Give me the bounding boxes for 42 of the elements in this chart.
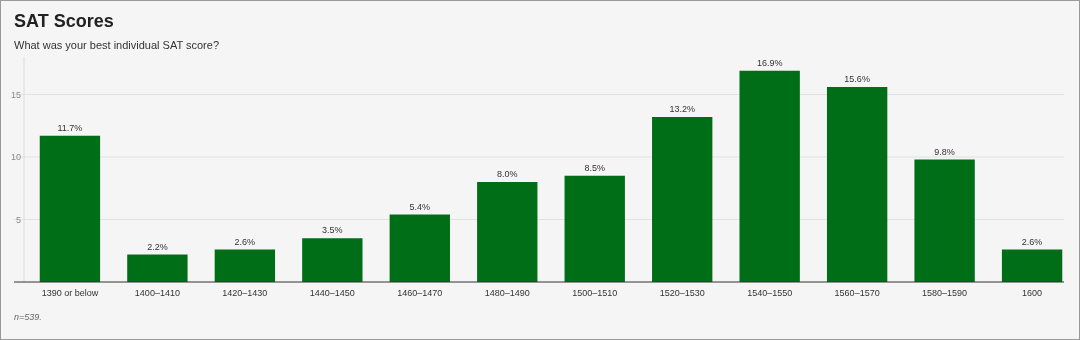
data-label: 3.5% — [322, 225, 343, 236]
data-label: 2.2% — [147, 241, 168, 252]
data-label: 8.5% — [584, 162, 605, 173]
x-tick-label: 1440–1450 — [309, 287, 355, 298]
bar — [739, 70, 800, 282]
bar — [826, 87, 888, 282]
y-tick-label: 10 — [10, 152, 21, 163]
bar — [914, 159, 975, 282]
y-tick-label: 15 — [10, 89, 21, 100]
x-tick-label: 1520–1530 — [659, 287, 705, 298]
data-label: 16.9% — [756, 57, 783, 68]
data-label: 13.2% — [669, 104, 695, 114]
x-tick-label: 1600 — [1022, 287, 1043, 298]
bar — [652, 117, 713, 282]
data-label: 15.6% — [844, 74, 870, 84]
data-label: 8.0% — [497, 169, 518, 179]
bar — [127, 254, 188, 282]
x-tick-label: 1560–1570 — [834, 287, 880, 298]
x-tick-label: 1400–1410 — [134, 287, 180, 298]
chart-subtitle: What was your best individual SAT score? — [14, 39, 220, 51]
x-tick-label: 1390 or below — [41, 287, 99, 298]
x-tick-label: 1420–1430 — [222, 287, 268, 298]
chart-title: SAT Scores — [14, 11, 114, 31]
bar — [477, 182, 538, 282]
bar — [1001, 249, 1063, 282]
bar — [39, 135, 101, 282]
x-tick-label: 1460–1470 — [397, 287, 443, 298]
x-tick-label: 1580–1590 — [922, 287, 968, 298]
x-tick-label: 1540–1550 — [747, 287, 793, 298]
data-label: 9.8% — [934, 146, 955, 157]
data-label: 11.7% — [57, 122, 83, 133]
bar — [302, 238, 363, 282]
data-label: 2.6% — [234, 236, 256, 247]
data-label: 5.4% — [409, 201, 431, 212]
bar — [214, 249, 276, 282]
y-tick-label: 5 — [15, 214, 21, 225]
x-tick-label: 1500–1510 — [572, 287, 618, 298]
bar — [564, 175, 625, 282]
data-label: 2.6% — [1021, 236, 1043, 247]
bar — [389, 214, 450, 282]
x-tick-label: 1480–1490 — [484, 287, 530, 298]
text: n=539. — [14, 312, 42, 322]
